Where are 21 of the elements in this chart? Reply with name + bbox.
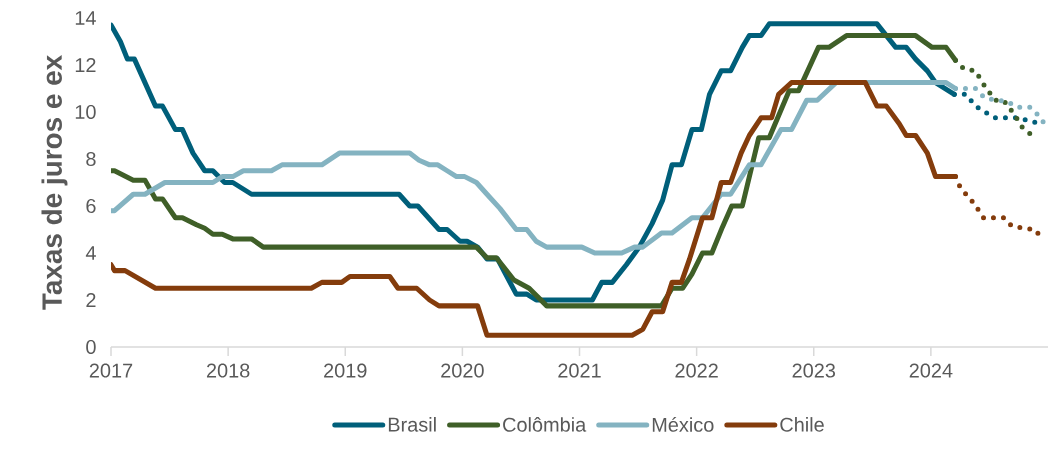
legend-label: México	[652, 416, 714, 432]
y-tick-label: 12	[75, 58, 96, 72]
y-tick-label: 6	[86, 198, 96, 214]
y-tick-label: 2	[86, 293, 96, 307]
x-tick-label: 2023	[792, 363, 836, 378]
legend-label: Colômbia	[503, 417, 587, 432]
x-tick-label: 2024	[909, 363, 953, 378]
y-tick-label: 4	[85, 246, 96, 260]
legend-label: Chile	[780, 417, 824, 432]
y-tick-label: 10	[75, 104, 96, 120]
x-tick-label: 2017	[89, 363, 133, 378]
x-tick-label: 2019	[324, 363, 367, 378]
y-tick-label: 8	[86, 151, 96, 167]
legend-label: Brasil	[388, 417, 436, 432]
x-tick-label: 2020	[441, 363, 484, 378]
y-axis-title: Taxas de juros e ex	[41, 55, 68, 310]
x-tick-label: 2021	[558, 363, 601, 378]
x-tick-label: 2018	[206, 363, 250, 378]
y-tick-label: 0	[86, 339, 96, 355]
y-tick-label: 14	[75, 11, 96, 25]
x-tick-label: 2022	[675, 363, 718, 378]
